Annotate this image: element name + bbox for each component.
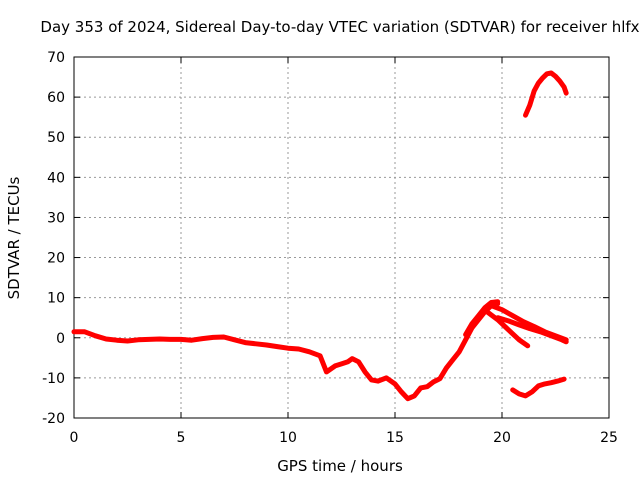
series-line-low-segment xyxy=(510,376,567,399)
y-tick-label: -10 xyxy=(42,371,65,387)
y-axis-ticks: -20 -10 0 10 20 30 40 50 60 70 xyxy=(42,50,609,427)
y-tick-label: -20 xyxy=(42,411,65,427)
y-tick-label: 40 xyxy=(47,170,65,186)
y-axis-label: SDTVAR / TECUs xyxy=(5,176,23,299)
y-tick-label: 60 xyxy=(47,90,65,106)
x-axis-ticks: 0 5 10 15 20 25 xyxy=(70,57,618,446)
series-group xyxy=(71,70,569,402)
y-tick-label: 30 xyxy=(47,210,65,226)
y-tick-label: 70 xyxy=(47,50,65,66)
y-tick-label: 10 xyxy=(47,291,65,307)
x-tick-label: 25 xyxy=(600,430,618,446)
x-tick-label: 0 xyxy=(70,430,79,446)
x-tick-label: 20 xyxy=(493,430,511,446)
series-line-main-track xyxy=(71,301,501,402)
y-tick-label: 0 xyxy=(56,331,65,347)
series-line-descending-band-3 xyxy=(495,315,569,345)
x-tick-label: 10 xyxy=(279,430,297,446)
series-line-high-arc xyxy=(523,70,569,118)
y-tick-label: 50 xyxy=(47,130,65,146)
x-axis-label: GPS time / hours xyxy=(277,457,403,475)
chart-title: Day 353 of 2024, Sidereal Day-to-day VTE… xyxy=(40,18,639,36)
x-tick-label: 15 xyxy=(386,430,404,446)
series-line-descending-band-2 xyxy=(484,309,531,349)
plot-frame xyxy=(73,56,610,419)
x-tick-label: 5 xyxy=(177,430,186,446)
y-tick-label: 20 xyxy=(47,251,65,267)
series-line-main-track-upper xyxy=(463,299,501,338)
